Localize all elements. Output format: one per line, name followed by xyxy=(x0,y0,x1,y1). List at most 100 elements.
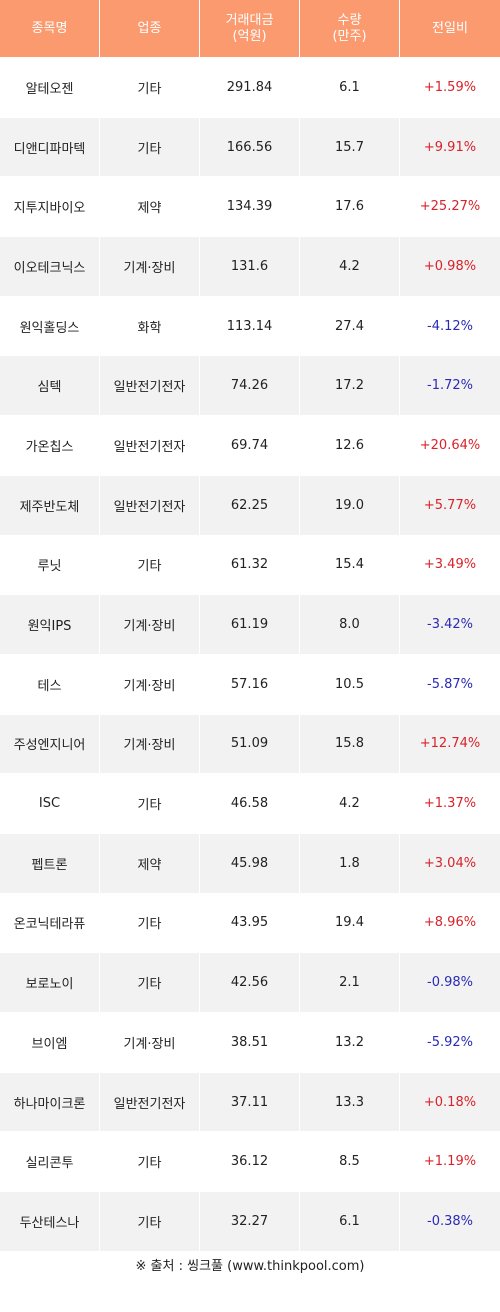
change-cell: -0.98% xyxy=(400,953,500,1013)
stock-name-cell: 주성엔지니어 xyxy=(0,714,100,775)
trade-amount-cell: 43.95 xyxy=(200,893,300,954)
volume-cell: 19.4 xyxy=(300,893,400,954)
change-cell: -3.42% xyxy=(400,595,500,655)
stock-name-cell: 원익IPS xyxy=(0,595,100,655)
table-row: ISC 기타 46.58 4.2 +1.37% xyxy=(0,774,500,834)
stock-name-cell: 실리콘투 xyxy=(0,1132,100,1193)
volume-cell: 15.4 xyxy=(300,535,400,596)
volume-cell: 4.2 xyxy=(300,237,400,297)
sector-cell: 일반전기전자 xyxy=(100,356,200,417)
header-trade-amount: 거래대금 (억원) xyxy=(200,0,300,58)
trade-amount-cell: 291.84 xyxy=(200,58,300,118)
table-row: 주성엔지니어 기계·장비 51.09 15.8 +12.74% xyxy=(0,714,500,775)
stock-name-cell: 디앤디파마텍 xyxy=(0,117,100,178)
change-cell: -5.87% xyxy=(400,654,500,715)
trade-amount-cell: 57.16 xyxy=(200,654,300,715)
table-row: 원익홀딩스 화학 113.14 27.4 -4.12% xyxy=(0,296,500,357)
change-cell: +1.59% xyxy=(400,58,500,118)
header-volume-unit: (만주) xyxy=(332,28,367,44)
change-cell: +12.74% xyxy=(400,714,500,775)
stock-table: 종목명 업종 거래대금 (억원) 수량 (만주) 전일비 알테오젠 기타 291.8… xyxy=(0,0,500,1252)
volume-cell: 19.0 xyxy=(300,475,400,536)
table-row: 지투지바이오 제약 134.39 17.6 +25.27% xyxy=(0,177,500,238)
trade-amount-cell: 32.27 xyxy=(200,1192,300,1252)
table-row: 하나마이크론 일반전기전자 37.11 13.3 +0.18% xyxy=(0,1072,500,1133)
sector-cell: 기타 xyxy=(100,1192,200,1252)
table-row: 온코닉테라퓨 기타 43.95 19.4 +8.96% xyxy=(0,893,500,954)
trade-amount-cell: 46.58 xyxy=(200,774,300,834)
stock-name-cell: 두산테스나 xyxy=(0,1192,100,1252)
trade-amount-cell: 69.74 xyxy=(200,416,300,476)
header-trade-amount-label: 거래대금 xyxy=(225,12,274,28)
sector-cell: 기타 xyxy=(100,535,200,596)
sector-cell: 기타 xyxy=(100,58,200,118)
table-row: 브이엠 기계·장비 38.51 13.2 -5.92% xyxy=(0,1013,500,1073)
table-row: 알테오젠 기타 291.84 6.1 +1.59% xyxy=(0,58,500,118)
trade-amount-cell: 36.12 xyxy=(200,1132,300,1193)
volume-cell: 27.4 xyxy=(300,296,400,357)
table-header-row: 종목명 업종 거래대금 (억원) 수량 (만주) 전일비 xyxy=(0,0,500,58)
sector-cell: 기타 xyxy=(100,774,200,834)
stock-name-cell: 루닛 xyxy=(0,535,100,596)
table-row: 실리콘투 기타 36.12 8.5 +1.19% xyxy=(0,1132,500,1193)
trade-amount-cell: 131.6 xyxy=(200,237,300,297)
sector-cell: 제약 xyxy=(100,177,200,238)
source-note: ※ 출처 : 씽크풀 (www.thinkpool.com) xyxy=(135,1259,365,1274)
sector-cell: 제약 xyxy=(100,833,200,894)
volume-cell: 4.2 xyxy=(300,774,400,834)
stock-name-cell: 하나마이크론 xyxy=(0,1072,100,1133)
volume-cell: 13.3 xyxy=(300,1072,400,1133)
sector-cell: 기타 xyxy=(100,117,200,178)
volume-cell: 8.5 xyxy=(300,1132,400,1193)
stock-name-cell: 이오테크닉스 xyxy=(0,237,100,297)
change-cell: +8.96% xyxy=(400,893,500,954)
header-sector: 업종 xyxy=(100,0,200,58)
stock-name-cell: 온코닉테라퓨 xyxy=(0,893,100,954)
trade-amount-cell: 113.14 xyxy=(200,296,300,357)
trade-amount-cell: 42.56 xyxy=(200,953,300,1013)
trade-amount-cell: 61.32 xyxy=(200,535,300,596)
change-cell: +1.19% xyxy=(400,1132,500,1193)
trade-amount-cell: 37.11 xyxy=(200,1072,300,1133)
change-cell: +9.91% xyxy=(400,117,500,178)
header-change: 전일비 xyxy=(400,0,500,58)
sector-cell: 기계·장비 xyxy=(100,237,200,297)
stock-name-cell: 심텍 xyxy=(0,356,100,417)
stock-name-cell: ISC xyxy=(0,774,100,834)
trade-amount-cell: 38.51 xyxy=(200,1013,300,1073)
change-cell: +1.37% xyxy=(400,774,500,834)
change-cell: +20.64% xyxy=(400,416,500,476)
stock-name-cell: 알테오젠 xyxy=(0,58,100,118)
stock-name-cell: 보로노이 xyxy=(0,953,100,1013)
stock-name-cell: 지투지바이오 xyxy=(0,177,100,238)
change-cell: +0.98% xyxy=(400,237,500,297)
stock-name-cell: 가온칩스 xyxy=(0,416,100,476)
table-body: 알테오젠 기타 291.84 6.1 +1.59% 디앤디파마텍 기타 166.56 15.7 +… xyxy=(0,58,500,1252)
change-cell: -0.38% xyxy=(400,1192,500,1252)
sector-cell: 일반전기전자 xyxy=(100,416,200,476)
table-row: 두산테스나 기타 32.27 6.1 -0.38% xyxy=(0,1192,500,1252)
volume-cell: 17.2 xyxy=(300,356,400,417)
sector-cell: 기계·장비 xyxy=(100,1013,200,1073)
change-cell: +25.27% xyxy=(400,177,500,238)
volume-cell: 8.0 xyxy=(300,595,400,655)
sector-cell: 기계·장비 xyxy=(100,595,200,655)
volume-cell: 13.2 xyxy=(300,1013,400,1073)
stock-name-cell: 테스 xyxy=(0,654,100,715)
change-cell: +3.49% xyxy=(400,535,500,596)
trade-amount-cell: 45.98 xyxy=(200,833,300,894)
stock-name-cell: 브이엠 xyxy=(0,1013,100,1073)
volume-cell: 15.8 xyxy=(300,714,400,775)
table-row: 가온칩스 일반전기전자 69.74 12.6 +20.64% xyxy=(0,416,500,476)
table-row: 루닛 기타 61.32 15.4 +3.49% xyxy=(0,535,500,596)
volume-cell: 1.8 xyxy=(300,833,400,894)
table-row: 이오테크닉스 기계·장비 131.6 4.2 +0.98% xyxy=(0,237,500,297)
sector-cell: 기타 xyxy=(100,1132,200,1193)
volume-cell: 15.7 xyxy=(300,117,400,178)
table-row: 원익IPS 기계·장비 61.19 8.0 -3.42% xyxy=(0,595,500,655)
table-row: 테스 기계·장비 57.16 10.5 -5.87% xyxy=(0,654,500,715)
change-cell: +5.77% xyxy=(400,475,500,536)
change-cell: -1.72% xyxy=(400,356,500,417)
stock-name-cell: 펩트론 xyxy=(0,833,100,894)
table-row: 보로노이 기타 42.56 2.1 -0.98% xyxy=(0,953,500,1013)
